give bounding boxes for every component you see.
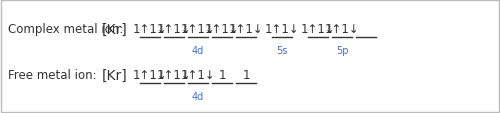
Text: 1: 1 bbox=[242, 69, 250, 82]
Text: 1↑1↓: 1↑1↓ bbox=[300, 23, 336, 36]
Text: 1↑1↓: 1↑1↓ bbox=[228, 23, 264, 36]
Text: 1↑1↓: 1↑1↓ bbox=[180, 23, 216, 36]
Text: Complex metal ion:: Complex metal ion: bbox=[8, 23, 123, 36]
Text: 1↑1↓: 1↑1↓ bbox=[156, 69, 192, 82]
Text: 1↑1↓: 1↑1↓ bbox=[324, 23, 360, 36]
Text: Free metal ion:: Free metal ion: bbox=[8, 69, 96, 82]
Text: 5p: 5p bbox=[336, 46, 348, 55]
Text: 4d: 4d bbox=[192, 46, 204, 55]
Text: [Kr]: [Kr] bbox=[102, 23, 128, 37]
Text: 1↑1↓: 1↑1↓ bbox=[132, 23, 168, 36]
Text: 5s: 5s bbox=[276, 46, 287, 55]
Text: 1↑1↓: 1↑1↓ bbox=[132, 69, 168, 82]
Text: 1↑1↓: 1↑1↓ bbox=[264, 23, 300, 36]
Text: 4d: 4d bbox=[192, 91, 204, 101]
Text: 1↑1↓: 1↑1↓ bbox=[180, 69, 216, 82]
Text: 1↑1↓: 1↑1↓ bbox=[156, 23, 192, 36]
FancyBboxPatch shape bbox=[1, 1, 499, 112]
Text: [Kr]: [Kr] bbox=[102, 68, 128, 82]
Text: 1: 1 bbox=[218, 69, 226, 82]
Text: 1↑1↓: 1↑1↓ bbox=[204, 23, 240, 36]
